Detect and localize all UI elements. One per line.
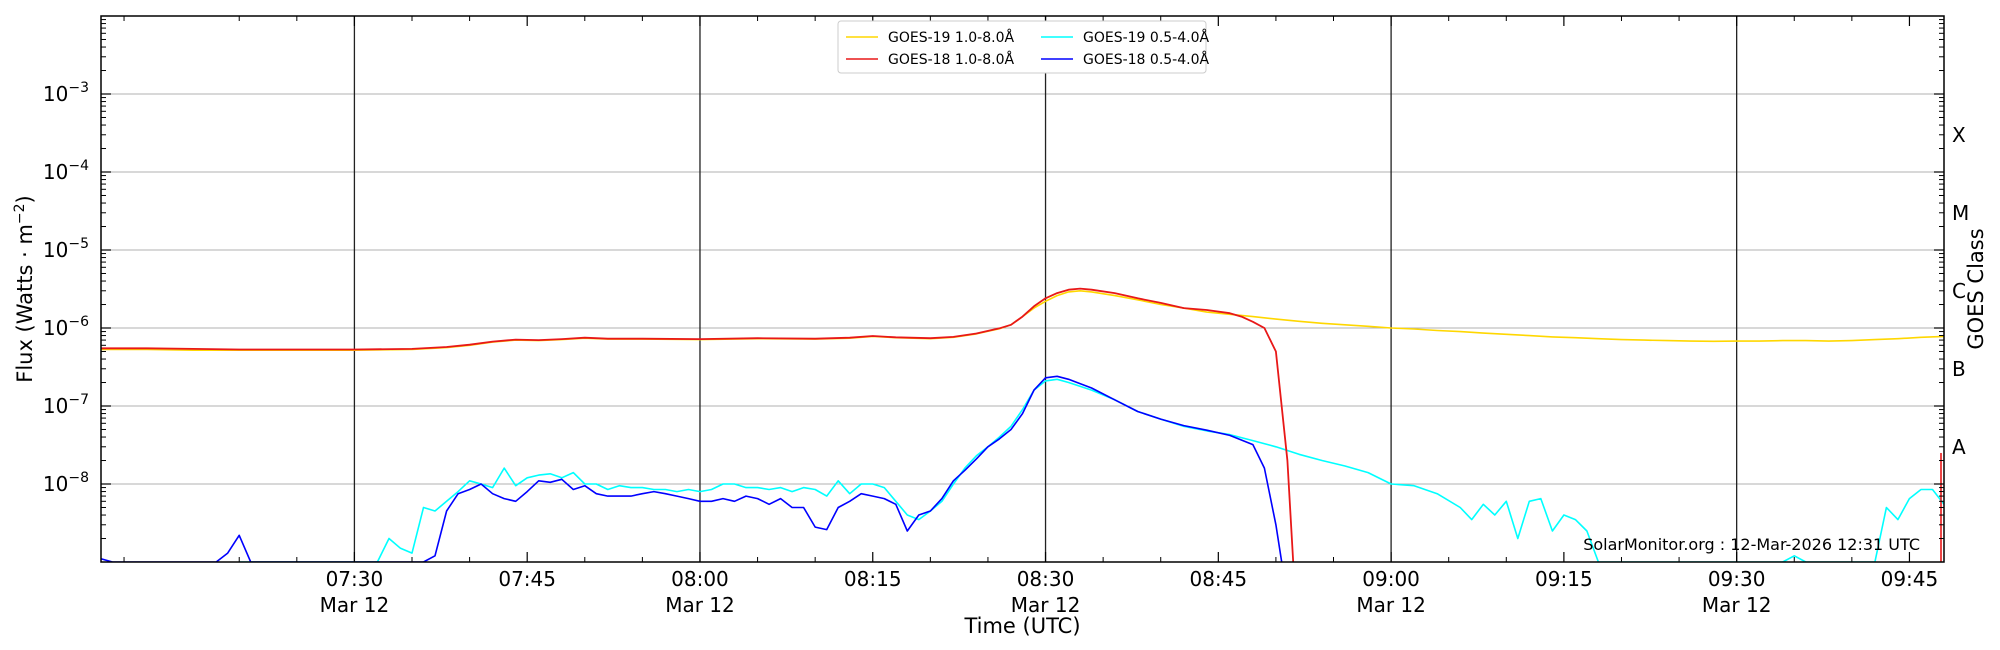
legend: GOES-19 1.0-8.0Å GOES-19 0.5-4.0Å GOES-18 … — [837, 20, 1209, 74]
y-tick-base: 10 — [43, 394, 68, 418]
series-line — [101, 375, 1283, 562]
legend-box — [837, 20, 1207, 74]
x-tick-label: 07:45 — [498, 567, 556, 591]
series-line — [239, 378, 1944, 562]
x-tick-date: Mar 12 — [1011, 593, 1081, 617]
legend-label: GOES-19 1.0-8.0Å — [888, 29, 1014, 46]
y-tick-exponent: −7 — [68, 392, 89, 408]
y-tick-label: 10−6 — [43, 314, 89, 340]
y-axis-title-main: Flux (Watts · m — [13, 224, 37, 383]
y-tick-base: 10 — [43, 316, 68, 340]
y-tick-base: 10 — [43, 238, 68, 262]
goes-class-axis-title: GOES Class — [1964, 228, 1988, 349]
y-tick-exponent: −5 — [68, 236, 89, 252]
goes-class-label: M — [1952, 201, 1969, 225]
y-tick-exponent: −3 — [68, 80, 89, 96]
x-tick-label: 08:45 — [1189, 567, 1247, 591]
x-tick-date: Mar 12 — [1356, 593, 1426, 617]
series-layer — [101, 287, 1944, 562]
y-tick-base: 10 — [43, 160, 68, 184]
y-tick-label: 10−7 — [43, 392, 89, 418]
legend-label: GOES-18 0.5-4.0Å — [1083, 51, 1209, 68]
x-tick-date: Mar 12 — [320, 593, 390, 617]
y-tick-exponent: −4 — [68, 158, 89, 174]
legend-label: GOES-18 1.0-8.0Å — [888, 51, 1014, 68]
goes-class-label: X — [1952, 123, 1966, 147]
goes-class-label: B — [1952, 357, 1966, 381]
plot-frame — [100, 15, 1945, 563]
x-tick-label: 09:45 — [1881, 567, 1939, 591]
x-tick-label: 08:30 — [1017, 567, 1075, 591]
series-line — [101, 287, 1295, 562]
y-tick-label: 10−4 — [43, 158, 89, 184]
x-tick-date: Mar 12 — [665, 593, 735, 617]
x-tick-label: 08:00 — [671, 567, 729, 591]
y-tick-exponent: −8 — [68, 470, 89, 486]
y-axis-title-close: ) — [13, 195, 37, 203]
legend-label: GOES-19 0.5-4.0Å — [1083, 29, 1209, 46]
vertical-lines-layer — [353, 16, 1738, 562]
goes-class-label: A — [1952, 435, 1966, 459]
y-tick-label: 10−5 — [43, 236, 89, 262]
x-tick-date: Mar 12 — [1702, 593, 1772, 617]
y-tick-exponent: −6 — [68, 314, 89, 330]
goes-class-label: C — [1952, 279, 1966, 303]
y-tick-base: 10 — [43, 472, 68, 496]
x-tick-label: 09:15 — [1535, 567, 1593, 591]
credit-text: SolarMonitor.org : 12-Mar-2026 12:31 UTC — [1583, 535, 1920, 554]
y-axis-title-exponent: −2 — [12, 203, 28, 224]
x-axis-title: Time (UTC) — [963, 614, 1080, 638]
y-tick-label: 10−8 — [43, 470, 89, 496]
y-tick-label: 10−3 — [43, 80, 89, 106]
x-tick-label: 08:15 — [844, 567, 902, 591]
y-axis-title: Flux (Watts · m−2) — [12, 195, 37, 383]
x-tick-label: 09:30 — [1708, 567, 1766, 591]
x-tick-label: 09:00 — [1362, 567, 1420, 591]
x-tick-label: 07:30 — [326, 567, 384, 591]
y-tick-base: 10 — [43, 82, 68, 106]
grid-layer — [101, 93, 1944, 485]
